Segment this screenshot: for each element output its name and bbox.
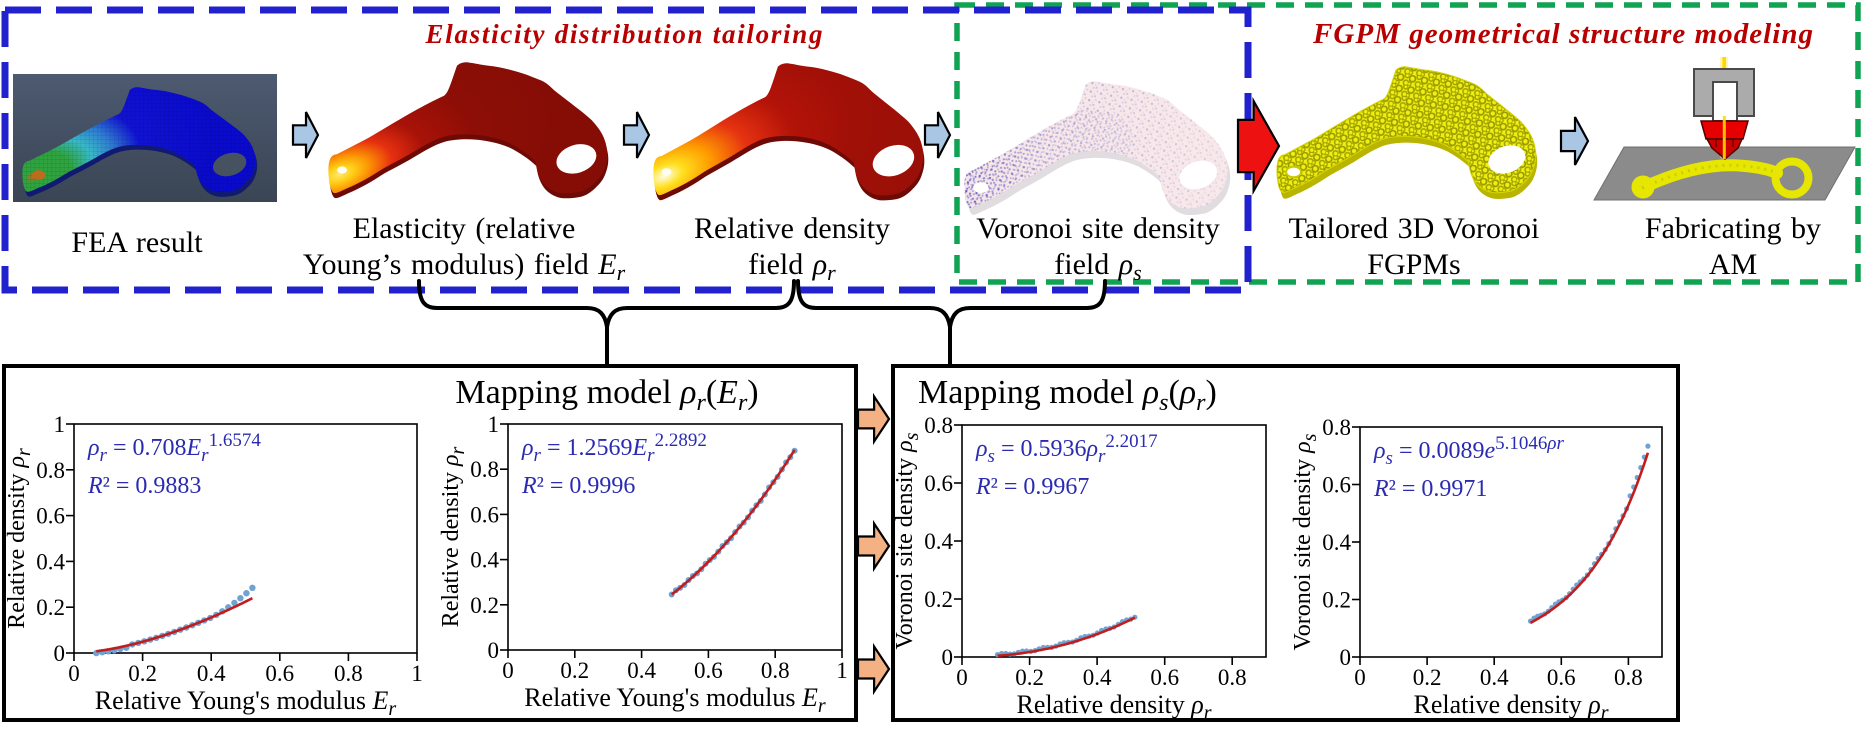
svg-text:AM: AM (1709, 248, 1757, 281)
svg-text:Relative Young's modulus Er​: Relative Young's modulus Er​ (524, 683, 826, 717)
svg-text:0.4: 0.4 (1322, 530, 1351, 555)
svg-text:Tailored 3D Voronoi: Tailored 3D Voronoi (1289, 212, 1540, 245)
svg-text:0.2: 0.2 (1413, 665, 1442, 690)
svg-text:0.4: 0.4 (36, 549, 65, 574)
svg-text:R² = 0.9883: R² = 0.9883 (87, 473, 201, 499)
svg-text:0.2: 0.2 (924, 587, 953, 612)
svg-text:0.4: 0.4 (470, 548, 499, 573)
svg-text:0.8: 0.8 (1218, 665, 1247, 690)
svg-text:0.2: 0.2 (128, 661, 157, 686)
svg-text:Elasticity distribution tailor: Elasticity distribution tailoring (425, 19, 823, 49)
svg-text:0.6: 0.6 (694, 658, 723, 683)
svg-text:Voronoi site density ρs​: Voronoi site density ρs​ (1290, 433, 1321, 650)
svg-text:0.6: 0.6 (470, 502, 499, 527)
svg-text:0.8: 0.8 (1322, 415, 1351, 440)
svg-text:0: 0 (942, 645, 954, 670)
svg-text:FGPMs: FGPMs (1367, 248, 1460, 281)
svg-text:Young’s modulus) field Er​: Young’s modulus) field Er​ (303, 248, 626, 285)
svg-text:Voronoi site density ρs​: Voronoi site density ρs​ (892, 432, 923, 649)
svg-text:0.4: 0.4 (197, 661, 226, 686)
svg-text:Relative density: Relative density (694, 212, 890, 245)
svg-text:FGPM geometrical structure mod: FGPM geometrical structure modeling (1312, 18, 1813, 50)
svg-text:0: 0 (1354, 665, 1366, 690)
svg-text:1: 1 (54, 412, 66, 437)
svg-text:0.8: 0.8 (761, 658, 790, 683)
svg-text:0.4: 0.4 (924, 529, 953, 554)
svg-text:Elasticity (relative: Elasticity (relative (353, 212, 576, 245)
svg-text:0.6: 0.6 (36, 504, 65, 529)
svg-text:field ρs​: field ρs​ (1054, 248, 1141, 285)
svg-text:0.6: 0.6 (1322, 473, 1351, 498)
svg-text:0.6: 0.6 (1150, 665, 1179, 690)
svg-text:R² = 0.9996: R² = 0.9996 (521, 473, 635, 499)
svg-text:Relative density ρr​: Relative density ρr​ (1016, 690, 1211, 724)
svg-text:0.8: 0.8 (36, 458, 65, 483)
svg-text:1: 1 (488, 412, 500, 437)
svg-text:0: 0 (502, 658, 514, 683)
svg-text:0.2: 0.2 (470, 593, 499, 618)
svg-text:0.8: 0.8 (334, 661, 363, 686)
svg-text:0.4: 0.4 (1083, 665, 1112, 690)
svg-text:R² = 0.9967: R² = 0.9967 (975, 474, 1089, 500)
svg-text:0.8: 0.8 (924, 413, 953, 438)
svg-text:0.6: 0.6 (924, 471, 953, 496)
svg-text:Fabricating by: Fabricating by (1645, 212, 1821, 245)
svg-text:Relative density ρr​: Relative density ρr​ (4, 448, 35, 629)
svg-text:1: 1 (411, 661, 423, 686)
svg-text:0.2: 0.2 (36, 595, 65, 620)
svg-text:0.2: 0.2 (1322, 588, 1351, 613)
svg-text:0.8: 0.8 (470, 457, 499, 482)
svg-text:Voronoi site density: Voronoi site density (976, 212, 1219, 245)
svg-text:Relative Young's modulus Er​: Relative Young's modulus Er​ (95, 686, 397, 720)
svg-text:0: 0 (68, 661, 80, 686)
svg-text:FEA result: FEA result (71, 226, 203, 259)
svg-text:0: 0 (1340, 645, 1352, 670)
svg-text:ρr​ = 1.2569Er2.2892​: ρr​ = 1.2569Er2.2892​ (521, 430, 707, 466)
svg-text:0: 0 (54, 641, 66, 666)
svg-text:0.6: 0.6 (265, 661, 294, 686)
svg-text:ρr​ = 0.708Er1.6574​: ρr​ = 0.708Er1.6574​ (87, 430, 261, 466)
svg-text:Relative density ρr​: Relative density ρr​ (1413, 690, 1608, 724)
svg-text:0.4: 0.4 (627, 658, 656, 683)
svg-text:0.8: 0.8 (1614, 665, 1643, 690)
svg-text:Mapping model ρr(Er): Mapping model ρr(Er) (455, 374, 758, 416)
svg-text:field ρr​: field ρr​ (748, 248, 836, 285)
svg-text:0: 0 (488, 638, 500, 663)
svg-text:R² = 0.9971: R² = 0.9971 (1373, 476, 1487, 502)
svg-text:Relative density ρr​: Relative density ρr​ (438, 446, 469, 627)
svg-text:1: 1 (836, 658, 848, 683)
svg-text:Mapping model ρs(ρr): Mapping model ρs(ρr) (918, 374, 1217, 416)
svg-text:0.6: 0.6 (1547, 665, 1576, 690)
svg-text:0: 0 (956, 665, 968, 690)
svg-text:0.4: 0.4 (1480, 665, 1509, 690)
svg-text:0.2: 0.2 (1015, 665, 1044, 690)
svg-text:0.2: 0.2 (560, 658, 589, 683)
